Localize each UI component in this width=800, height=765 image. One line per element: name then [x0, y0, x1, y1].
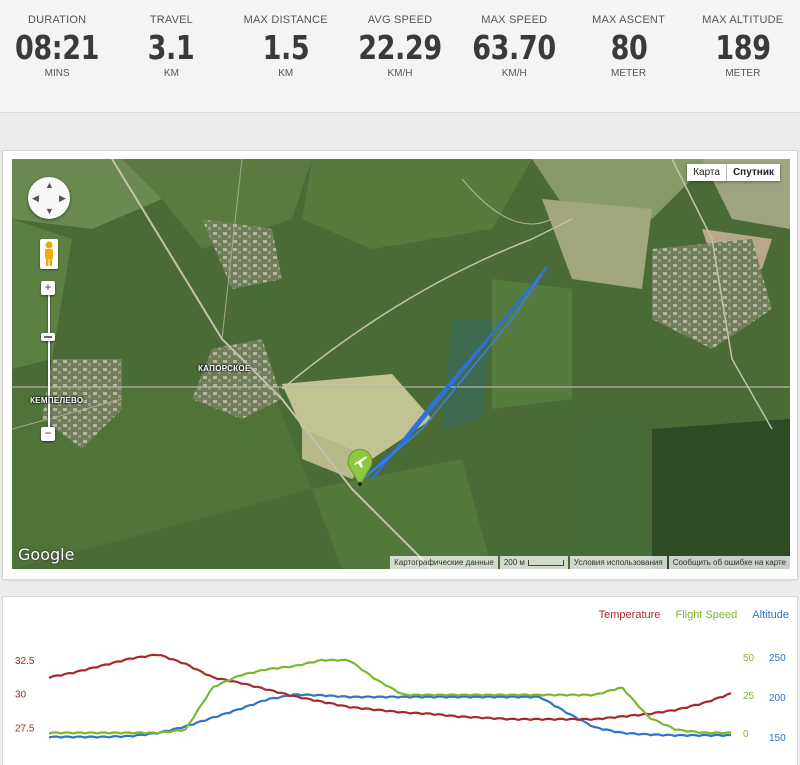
terms-link[interactable]: Условия использования [569, 556, 667, 569]
stat-label: MAX SPEED [481, 14, 548, 26]
stat-value: 22.29 [358, 28, 442, 67]
stat-unit: METER [725, 68, 761, 79]
left-axis-tick: 32.5 [15, 656, 35, 667]
zoom-slider-track[interactable] [48, 291, 50, 436]
stat-unit: MINS [44, 68, 70, 79]
map-scale-label: 200 м [503, 558, 525, 567]
legend-temperature[interactable]: Temperature [598, 609, 661, 621]
map-card: Карта Спутник ▲ ▼ ◀ ▶ + − КАПОРСКОЕ КЕМП… [2, 150, 798, 580]
altitude-axis-tick: 150 [769, 733, 786, 744]
place-label-kempelevo: КЕМПЕЛЕВО [30, 396, 84, 405]
map-type-satellite-button[interactable]: Спутник [726, 164, 780, 181]
flight-speed-series-line [48, 658, 731, 735]
pan-left-icon[interactable]: ◀ [32, 193, 39, 203]
flight-track [358, 266, 548, 484]
stat-max-altitude: MAX ALTITUDE 189 METER [688, 0, 798, 112]
plane-icon [347, 448, 373, 486]
left-axis-tick: 30 [15, 690, 27, 701]
street-view-pegman[interactable] [40, 239, 58, 269]
stat-value: 80 [610, 28, 647, 67]
flight-chart-card: Temperature Flight Speed Altitude 32.5 30… [2, 596, 798, 765]
satellite-map[interactable]: Карта Спутник ▲ ▼ ◀ ▶ + − КАПОРСКОЕ КЕМП… [12, 159, 790, 569]
pegman-icon [45, 241, 53, 266]
stat-unit: KM/H [387, 68, 413, 79]
speed-axis-tick: 25 [743, 691, 755, 702]
zoom-in-button[interactable]: + [41, 281, 55, 295]
report-error-link[interactable]: Сообщить об ошибке на карте [668, 556, 790, 569]
map-terrain [12, 159, 790, 569]
pan-down-icon[interactable]: ▼ [45, 206, 54, 216]
pan-up-icon[interactable]: ▲ [45, 180, 54, 190]
takeoff-marker[interactable] [346, 446, 374, 486]
stat-value: 08:21 [15, 28, 100, 67]
stat-value: 63.70 [472, 28, 557, 67]
altitude-axis-tick: 200 [769, 693, 786, 704]
stat-value: 1.5 [262, 28, 310, 67]
pan-control[interactable]: ▲ ▼ ◀ ▶ [28, 177, 70, 219]
zoom-out-button[interactable]: − [41, 427, 55, 441]
stat-label: TRAVEL [149, 14, 194, 26]
map-scale: 200 м [499, 556, 568, 569]
stat-duration: DURATION 08:21 MINS [2, 0, 112, 112]
speed-axis-tick: 50 [743, 653, 755, 664]
stat-label: MAX ASCENT [592, 14, 665, 26]
temperature-series-line [48, 653, 732, 722]
stat-value: 189 [715, 28, 771, 67]
stat-label: MAX ALTITUDE [702, 14, 784, 26]
altitude-axis-tick: 250 [769, 653, 786, 664]
place-label-kaporskoe: КАПОРСКОЕ [198, 364, 251, 373]
google-logo: Google [18, 545, 75, 564]
zoom-slider-handle[interactable] [41, 333, 55, 341]
stat-unit: METER [611, 68, 647, 79]
stat-unit: KM [163, 68, 179, 79]
pan-right-icon[interactable]: ▶ [59, 193, 66, 203]
stat-unit: KM/H [501, 68, 527, 79]
stat-label: AVG SPEED [367, 14, 433, 26]
stat-max-ascent: MAX ASCENT 80 METER [574, 0, 684, 112]
map-attribution: Картографические данные 200 м Условия ис… [388, 556, 790, 569]
stat-max-speed: MAX SPEED 63.70 KM/H [459, 0, 569, 112]
stat-max-distance: MAX DISTANCE 1.5 KM [231, 0, 341, 112]
chart-legend: Temperature Flight Speed Altitude [587, 609, 789, 621]
stat-label: MAX DISTANCE [243, 14, 328, 26]
stat-value: 3.1 [148, 28, 195, 67]
map-type-toggle: Карта Спутник [687, 164, 780, 181]
speed-axis-tick: 0 [743, 729, 749, 740]
map-type-map-button[interactable]: Карта [687, 164, 727, 181]
left-axis-tick: 27.5 [15, 723, 35, 734]
legend-altitude[interactable]: Altitude [752, 609, 789, 621]
legend-flight-speed[interactable]: Flight Speed [675, 609, 738, 621]
scale-bar [527, 559, 564, 566]
map-data-link[interactable]: Картографические данные [390, 556, 498, 569]
stat-avg-speed: AVG SPEED 22.29 KM/H [345, 0, 455, 112]
stat-label: DURATION [28, 14, 87, 26]
stat-unit: KM [278, 68, 294, 79]
flight-stats-bar: DURATION 08:21 MINS TRAVEL 3.1 KM MAX DI… [0, 0, 800, 113]
stat-travel: TRAVEL 3.1 KM [116, 0, 226, 112]
